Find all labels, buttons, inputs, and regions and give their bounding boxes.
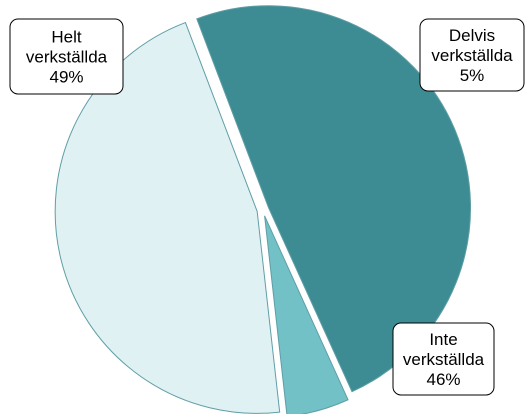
data-label-name-line: Inte [429,330,457,349]
data-label-name-line: Helt [51,28,82,47]
data-label-value: 49% [49,68,83,87]
data-label-box [392,322,495,396]
data-label-name-line: verkställda [403,350,485,369]
data-label-name-line: Delvis [449,26,495,45]
pie-slice-2 [264,215,349,414]
data-label-name-line: verkställda [431,46,513,65]
data-label-name-line: verkställda [26,48,108,67]
data-label-value: 46% [426,370,460,389]
data-label-value: 5% [460,66,485,85]
data-label-box [419,18,525,92]
data-label-box [9,18,124,95]
